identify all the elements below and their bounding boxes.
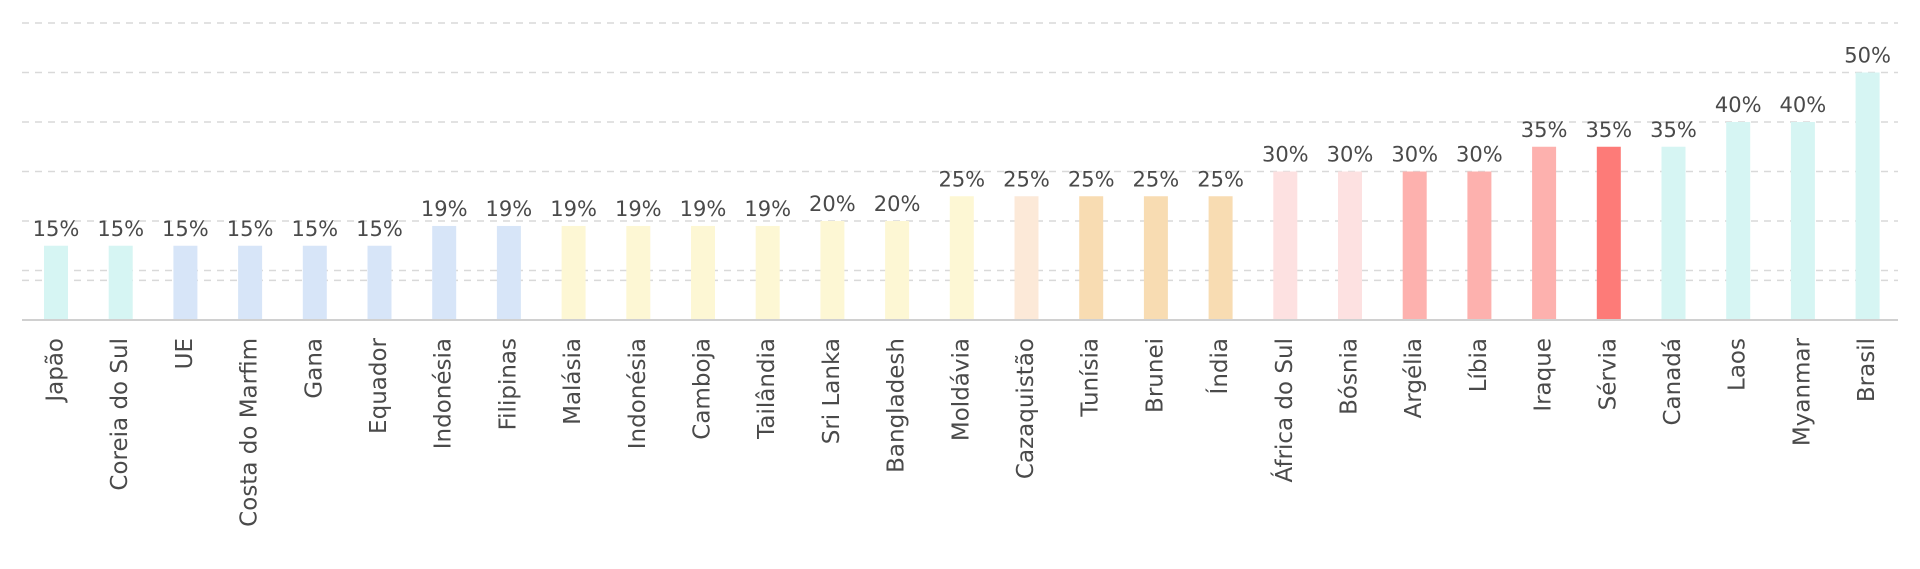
bar — [1661, 146, 1686, 320]
category-tick-label: Japão — [43, 338, 69, 404]
bar-value-label: 19% — [550, 197, 597, 221]
bar-value-label: 15% — [33, 217, 80, 241]
bars — [44, 72, 1880, 320]
bar-value-label: 50% — [1844, 44, 1891, 68]
category-tick-label: Brasil — [1854, 338, 1880, 402]
bar-value-label: 15% — [291, 217, 338, 241]
bar-value-label: 30% — [1456, 143, 1503, 167]
bar-value-label: 35% — [1585, 118, 1632, 142]
bar — [1467, 171, 1492, 320]
bar-value-label: 19% — [680, 197, 727, 221]
bar — [1726, 122, 1751, 320]
category-tick-label: UE — [172, 338, 198, 369]
grid-lines — [22, 22, 1898, 282]
bar-value-label: 35% — [1650, 118, 1697, 142]
category-tick-label: Canadá — [1660, 338, 1686, 426]
category-tick-label: Sri Lanka — [819, 338, 845, 444]
category-tick-label: Malásia — [560, 338, 586, 425]
bar-value-label: 19% — [486, 197, 533, 221]
value-labels: 15% 15% 15% 15% 15% 15% 19% 19% 19% 19% 19% 19% 20% 2… — [33, 44, 1891, 241]
bar — [561, 225, 586, 320]
bar — [1790, 122, 1815, 320]
bar-value-label: 15% — [162, 217, 209, 241]
category-tick-label: Índia — [1205, 338, 1233, 394]
category-tick-label: Myanmar — [1789, 337, 1815, 446]
category-tick-label: Costa do Marfim — [237, 338, 263, 527]
bar — [1532, 146, 1557, 320]
category-labels: Japão Coreia do Sul UE Costa do Marfim Gana E… — [43, 337, 1881, 526]
bar-value-label: 30% — [1262, 143, 1309, 167]
bar — [1402, 171, 1427, 320]
category-tick-label: Sérvia — [1595, 338, 1621, 410]
bar — [496, 225, 521, 320]
category-tick-label: Equador — [366, 337, 392, 433]
bar-value-label: 25% — [938, 167, 985, 191]
category-tick-label: Tunísia — [1078, 338, 1104, 418]
bar — [1079, 196, 1104, 320]
bar-value-label: 20% — [874, 192, 921, 216]
bar — [108, 245, 133, 320]
bar-value-label: 19% — [421, 197, 468, 221]
bar-value-label: 19% — [744, 197, 791, 221]
category-tick-label: Indonésia — [625, 338, 651, 449]
category-tick-label: Brunei — [1142, 338, 1168, 413]
bar-value-label: 25% — [1133, 167, 1180, 191]
bar-value-label: 15% — [356, 217, 403, 241]
category-tick-label: Laos — [1725, 338, 1751, 391]
bar — [626, 225, 651, 320]
bar-value-label: 40% — [1780, 93, 1827, 117]
category-tick-label: Camboja — [690, 338, 716, 440]
category-tick-label: Filipinas — [495, 338, 521, 430]
bar-value-label: 35% — [1521, 118, 1568, 142]
category-tick-label: Argélia — [1401, 338, 1427, 418]
category-tick-label: Indonésia — [431, 338, 457, 449]
bar-value-label: 40% — [1715, 93, 1762, 117]
bar-value-label: 19% — [615, 197, 662, 221]
category-tick-label: Bósnia — [1337, 338, 1363, 415]
bar — [302, 245, 327, 320]
bar — [820, 221, 845, 320]
bar-value-label: 15% — [97, 217, 144, 241]
category-tick-label: Moldávia — [948, 338, 974, 441]
bar-value-label: 30% — [1327, 143, 1374, 167]
category-tick-label: Cazaquistão — [1013, 338, 1039, 479]
category-tick-label: Iraque — [1531, 338, 1557, 412]
bar — [1273, 171, 1298, 320]
category-tick-label: Bangladesh — [884, 338, 910, 473]
bar — [1208, 196, 1233, 320]
bar — [1014, 196, 1039, 320]
bar — [367, 245, 392, 320]
bar — [44, 245, 68, 320]
bar — [432, 225, 457, 320]
bar — [1855, 72, 1880, 320]
bar-value-label: 15% — [227, 217, 274, 241]
category-tick-label: Gana — [301, 338, 327, 399]
bar — [885, 221, 910, 320]
bar — [1143, 196, 1168, 320]
bar — [691, 225, 715, 320]
bar — [173, 245, 198, 320]
category-tick-label: África do Sul — [1270, 338, 1298, 482]
bar — [238, 245, 263, 320]
bar-value-label: 25% — [1197, 167, 1244, 191]
bar — [1338, 171, 1362, 320]
bar-value-label: 25% — [1003, 167, 1050, 191]
bar — [755, 225, 780, 320]
category-tick-label: Líbia — [1466, 338, 1492, 392]
bar-value-label: 30% — [1391, 143, 1438, 167]
category-tick-label: Coreia do Sul — [107, 338, 133, 491]
bar — [949, 196, 974, 320]
bar-value-label: 25% — [1068, 167, 1115, 191]
bar-value-label: 20% — [809, 192, 856, 216]
category-tick-label: Tailândia — [754, 338, 780, 440]
bar — [1596, 146, 1621, 320]
